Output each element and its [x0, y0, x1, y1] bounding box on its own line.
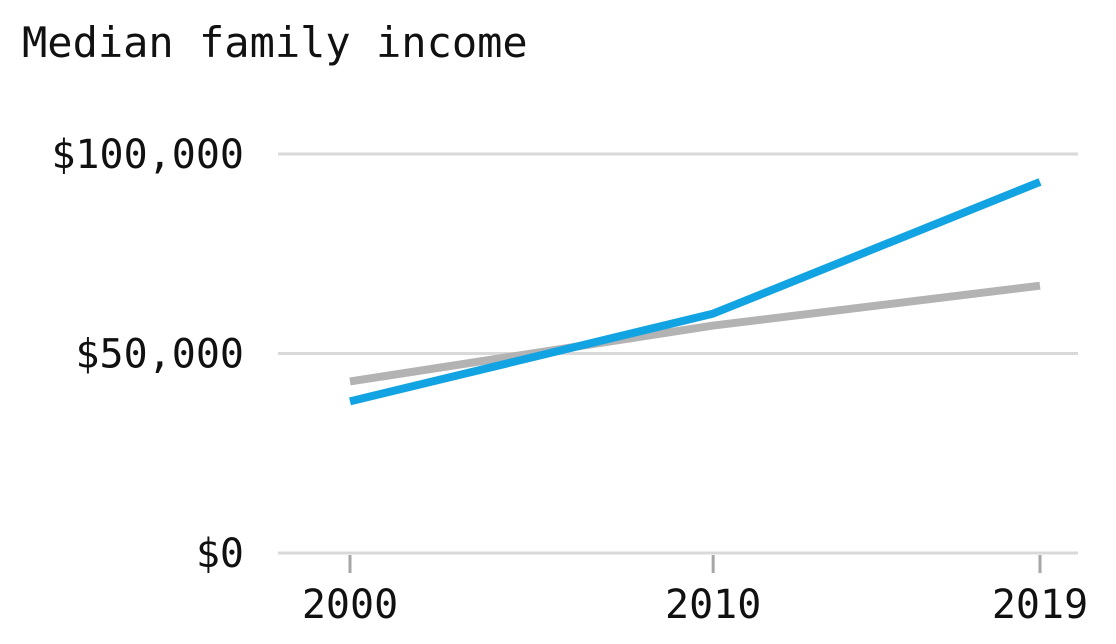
- x-tick-label: 2000: [302, 582, 398, 628]
- y-tick-label: $0: [196, 531, 244, 577]
- chart-title: Median family income: [22, 18, 528, 67]
- x-tick-label: 2019: [992, 582, 1088, 628]
- x-tick-label: 2010: [665, 582, 761, 628]
- y-tick-label: $100,000: [51, 132, 244, 178]
- y-tick-label: $50,000: [75, 332, 244, 378]
- series-line-1: [349, 281, 1041, 386]
